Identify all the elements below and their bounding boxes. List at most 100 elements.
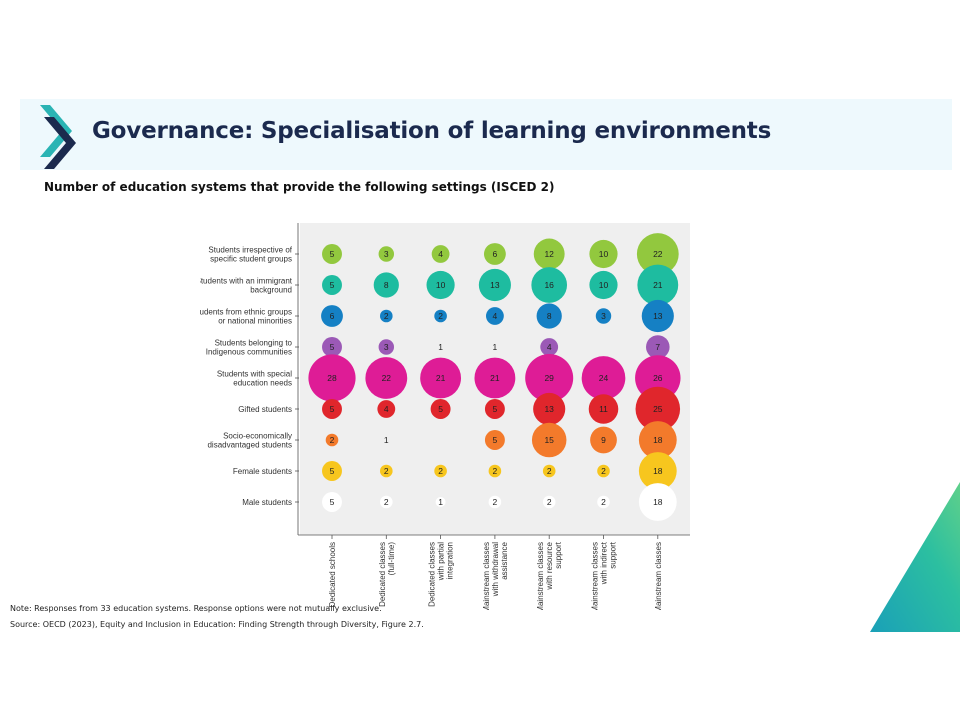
bubble-value-label: 3 <box>384 342 389 352</box>
bubble-value-label: 10 <box>436 280 446 290</box>
bubble <box>588 394 619 424</box>
bubble-value-label: 3 <box>601 311 606 321</box>
bubble <box>525 354 574 402</box>
bubble-value-label: 7 <box>655 342 660 352</box>
bubble-value-label: 21 <box>436 373 446 383</box>
bubble <box>322 337 342 357</box>
row-label: Students irrespective of specific student… <box>208 246 292 264</box>
bubble-value-label: 4 <box>493 311 498 321</box>
bubble-value-label: 6 <box>493 249 498 259</box>
bubble-value-label: 22 <box>382 373 392 383</box>
row-label: Female students <box>233 467 292 476</box>
bubble-value-label: 6 <box>330 311 335 321</box>
bubble <box>430 399 451 419</box>
bubble <box>581 356 626 400</box>
bubble-value-label: 18 <box>653 466 663 476</box>
chart-subtitle: Number of education systems that provide… <box>44 180 555 194</box>
bubble <box>380 495 393 509</box>
bubble-value-label: 1 <box>384 435 389 445</box>
bubble-value-label: 28 <box>327 373 337 383</box>
bubble <box>638 483 677 521</box>
bubble-value-label: 12 <box>544 249 554 259</box>
bubble <box>431 245 450 263</box>
bubble <box>589 270 618 300</box>
bubble <box>380 464 393 478</box>
bubble-value-label: 2 <box>547 466 552 476</box>
bubble <box>597 464 610 478</box>
bubble <box>638 421 677 459</box>
note-text: Note: Responses from 33 education system… <box>10 604 382 613</box>
bubble <box>589 239 618 269</box>
bubble-value-label: 8 <box>384 280 389 290</box>
bubble <box>488 495 502 509</box>
bubble-value-label: 5 <box>493 435 498 445</box>
bubble-value-label: 24 <box>599 373 609 383</box>
bubble-value-label: 2 <box>438 311 443 321</box>
column-label: Dedicated classeswith partialintegration <box>428 542 455 607</box>
bubble-value-label: 11 <box>599 404 608 414</box>
bubble-value-label: 2 <box>601 497 606 507</box>
row-label: Students with an immigrant background <box>200 277 293 295</box>
row-label: Students belonging to Indigenous communit… <box>206 339 293 357</box>
bubble <box>531 422 567 458</box>
bubble-value-label: 1 <box>438 497 443 507</box>
bubble-value-label: 2 <box>438 466 443 476</box>
bubble <box>321 305 343 327</box>
bubble-value-label: 10 <box>599 249 609 259</box>
bubble <box>638 452 677 490</box>
bubble-value-label: 5 <box>330 466 335 476</box>
bubble <box>434 464 447 478</box>
bubble-value-label: 2 <box>547 497 552 507</box>
bubble <box>474 357 516 399</box>
column-label: Mainstream classeswith indirectsupport <box>591 541 618 610</box>
bubble <box>635 355 681 401</box>
corner-decoration <box>870 482 960 632</box>
bubble <box>488 464 502 478</box>
bubble <box>478 268 511 302</box>
bubble-value-label: 13 <box>544 404 554 414</box>
bubble-value-label: 25 <box>653 404 663 414</box>
bubble-value-label: 9 <box>601 435 606 445</box>
bubble-value-label: 2 <box>384 311 389 321</box>
bubble <box>590 426 617 454</box>
bubble-value-label: 5 <box>330 404 335 414</box>
bubble-value-label: 4 <box>547 342 552 352</box>
column-label: Dedicated schools <box>328 542 337 607</box>
bubble <box>308 354 356 402</box>
bubble <box>540 338 559 356</box>
bubble-value-label: 4 <box>438 249 443 259</box>
column-label: Dedicated classes(full-time) <box>378 542 396 607</box>
bubble-value-label: 13 <box>653 311 663 321</box>
title-banner <box>20 99 952 170</box>
bubble-value-label: 5 <box>330 249 335 259</box>
bubble <box>641 299 674 333</box>
bubble-value-label: 2 <box>384 466 389 476</box>
bubble-value-label: 5 <box>438 404 443 414</box>
bubble-value-label: 2 <box>601 466 606 476</box>
bubble <box>636 233 679 275</box>
bubble <box>536 303 562 329</box>
bubble <box>378 246 395 262</box>
bubble-value-label: 2 <box>330 435 335 445</box>
row-label: Students with special education needs <box>217 370 292 388</box>
bubble <box>635 386 681 432</box>
bubble-value-label: 3 <box>384 249 389 259</box>
row-label: Socio-economically disadvantaged students <box>207 432 292 450</box>
oecd-logo <box>40 105 76 169</box>
bubble <box>484 430 505 450</box>
bubble-value-label: 18 <box>653 497 663 507</box>
bubble <box>378 339 395 355</box>
bubble-value-label: 5 <box>330 280 335 290</box>
bubble-value-label: 10 <box>599 280 609 290</box>
bubble-value-label: 4 <box>384 404 389 414</box>
bubble-value-label: 29 <box>544 373 554 383</box>
bubble-value-label: 2 <box>493 466 498 476</box>
bubble-value-label: 5 <box>330 497 335 507</box>
bubble <box>483 243 506 265</box>
bubble <box>322 244 342 264</box>
bubble <box>322 492 342 512</box>
bubble <box>542 495 556 509</box>
bubble-value-label: 21 <box>490 373 500 383</box>
bubble <box>434 309 447 323</box>
bubble <box>322 399 342 419</box>
